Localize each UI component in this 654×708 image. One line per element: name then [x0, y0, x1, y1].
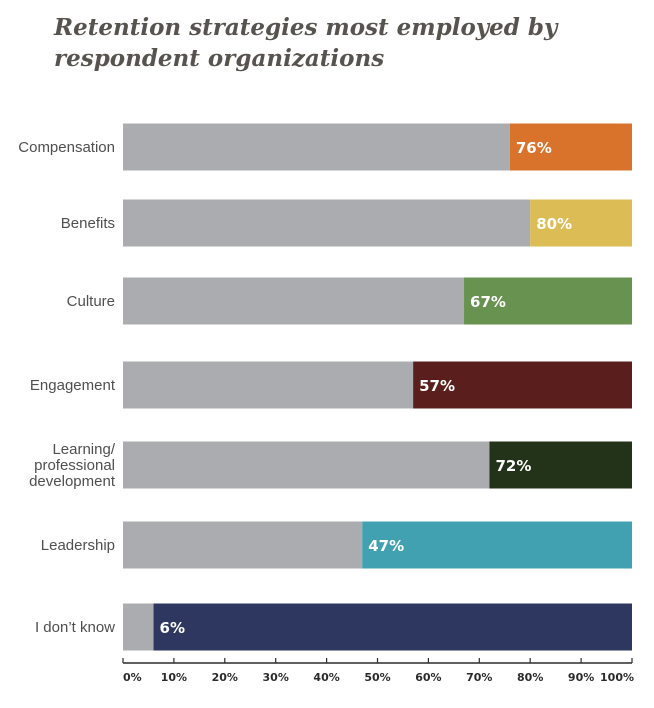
- bar-leadership: [362, 521, 632, 569]
- data-label-leadership: 47%: [368, 537, 404, 555]
- x-tick-label: 90%: [568, 671, 594, 684]
- x-tick-label: 10%: [161, 671, 187, 684]
- x-tick-label: 0%: [123, 671, 142, 684]
- category-label-leadership: Leadership: [41, 537, 115, 554]
- bar-remainder-leadership: [123, 521, 363, 569]
- x-tick-label: 60%: [415, 671, 441, 684]
- x-tick-label: 100%: [600, 671, 634, 684]
- data-label-culture: 67%: [470, 293, 506, 311]
- chart-title: Retention strategies most employed by re…: [54, 14, 558, 72]
- bar-remainder-compensation: [123, 123, 510, 171]
- category-label-engagement: Engagement: [30, 377, 116, 394]
- x-tick-label: 40%: [313, 671, 339, 684]
- bar-benefits: [530, 199, 632, 247]
- bar-engagement: [413, 361, 632, 409]
- x-tick-label: 70%: [466, 671, 492, 684]
- x-tick-label: 20%: [212, 671, 238, 684]
- data-label-i-don-t-know: 6%: [160, 619, 185, 637]
- x-tick-label: 50%: [364, 671, 390, 684]
- data-label-engagement: 57%: [419, 377, 455, 395]
- category-label-i-don-t-know: I don’t know: [35, 619, 115, 636]
- category-label-benefits: Benefits: [61, 215, 115, 232]
- bar-learning-professional-development: [489, 441, 632, 489]
- bar-i-don-t-know: [153, 603, 633, 651]
- bar-remainder-benefits: [123, 199, 531, 247]
- x-tick-label: 30%: [263, 671, 289, 684]
- bar-remainder-learning-professional-development: [123, 441, 490, 489]
- data-label-learning-professional-development: 72%: [495, 457, 531, 475]
- category-label-learning-professional-development: Learning/professional development: [29, 441, 116, 490]
- bar-culture: [464, 277, 632, 325]
- data-label-compensation: 76%: [516, 139, 552, 157]
- category-label-culture: Culture: [67, 293, 115, 310]
- bar-compensation: [509, 123, 632, 171]
- bar-remainder-culture: [123, 277, 465, 325]
- category-label-compensation: Compensation: [18, 139, 115, 156]
- bar-remainder-engagement: [123, 361, 414, 409]
- bar-remainder-i-don-t-know: [123, 603, 154, 651]
- data-label-benefits: 80%: [536, 215, 572, 233]
- x-tick-label: 80%: [517, 671, 543, 684]
